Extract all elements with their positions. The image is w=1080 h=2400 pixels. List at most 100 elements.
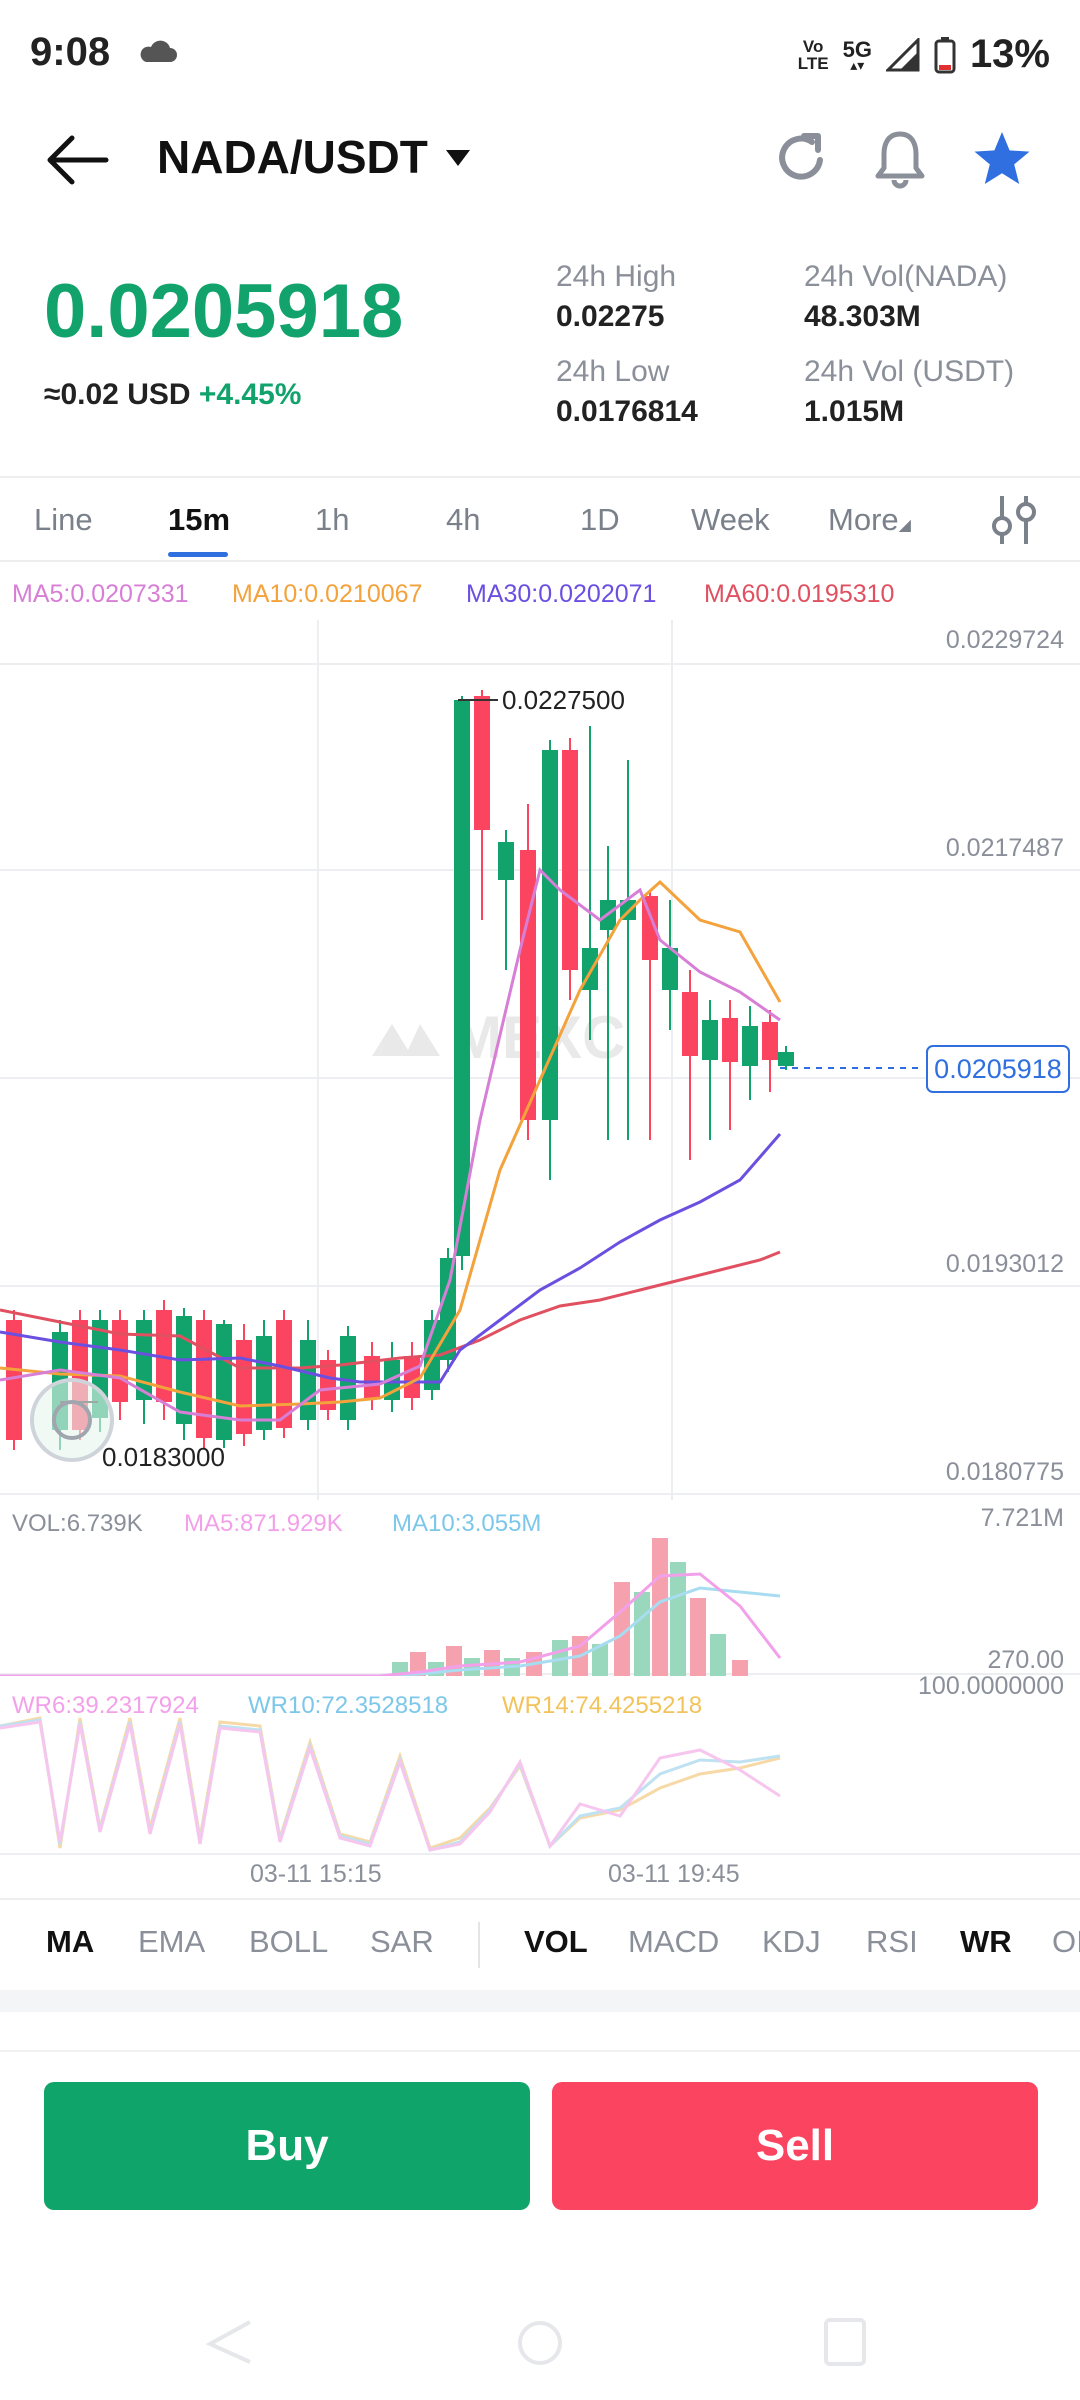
indicator-tabs: MA EMA BOLL SAR VOL MACD KDJ RSI WR OI bbox=[0, 1898, 1080, 1992]
wr14-line bbox=[0, 1716, 781, 1850]
tab-1h[interactable]: 1h bbox=[315, 502, 350, 537]
candle-body bbox=[440, 1258, 456, 1360]
volume-bar bbox=[710, 1634, 726, 1676]
candle-body bbox=[520, 850, 536, 1120]
volume-bar bbox=[652, 1538, 668, 1676]
tab-week[interactable]: Week bbox=[691, 502, 770, 537]
high-marker: 0.0227500 bbox=[458, 685, 625, 715]
candle-body bbox=[364, 1356, 380, 1398]
volume-bar bbox=[670, 1562, 686, 1676]
low-marker: 0.0183000 bbox=[60, 1401, 225, 1472]
wr6-label: WR6:39.2317924 bbox=[12, 1692, 199, 1719]
vol-ma10-label: MA10:3.055M bbox=[392, 1510, 542, 1537]
volume-bar bbox=[732, 1660, 748, 1676]
sell-button[interactable]: Sell bbox=[552, 2082, 1038, 2210]
volume-bar bbox=[464, 1658, 480, 1676]
time-label-1: 03-11 15:15 bbox=[250, 1860, 382, 1888]
candle-body bbox=[320, 1360, 336, 1410]
ind-vol[interactable]: VOL bbox=[524, 1924, 588, 1959]
candle-body bbox=[642, 896, 658, 960]
watermark: MEXC bbox=[372, 1004, 625, 1071]
tab-1d[interactable]: 1D bbox=[580, 502, 620, 537]
ind-sar[interactable]: SAR bbox=[370, 1924, 434, 1959]
candle-body bbox=[474, 696, 490, 830]
star-icon[interactable] bbox=[972, 130, 1032, 188]
svg-text:0.0183000: 0.0183000 bbox=[102, 1442, 225, 1472]
last-price: 0.0205918 bbox=[44, 269, 404, 354]
indicator-divider bbox=[478, 1922, 480, 1968]
ind-ema[interactable]: EMA bbox=[138, 1924, 206, 1959]
tab-line[interactable]: Line bbox=[34, 502, 93, 537]
candle-body bbox=[662, 948, 678, 990]
nav-recents-icon[interactable] bbox=[820, 2316, 870, 2368]
candlestick-chart[interactable]: MEXC 0.0227500 0.0183000 0.0205918 0.022… bbox=[0, 620, 1080, 1500]
tab-more[interactable]: More◢ bbox=[828, 502, 911, 537]
ma30-label: MA30:0.0202071 bbox=[466, 580, 657, 608]
vol-ma5-label: MA5:871.929K bbox=[184, 1510, 343, 1537]
vol-ma5-line bbox=[0, 1572, 782, 1676]
candle-body bbox=[196, 1320, 212, 1438]
ind-kdj[interactable]: KDJ bbox=[762, 1924, 821, 1959]
wr-axis-top: 100.0000000 bbox=[918, 1672, 1064, 1700]
ind-boll[interactable]: BOLL bbox=[249, 1924, 329, 1959]
axis-label-1: 0.0229724 bbox=[946, 626, 1064, 654]
nav-back-icon[interactable] bbox=[200, 2316, 260, 2366]
candle-body bbox=[498, 842, 514, 880]
candle-body bbox=[722, 1018, 738, 1062]
ma60-label: MA60:0.0195310 bbox=[704, 580, 895, 608]
bell-icon[interactable] bbox=[872, 128, 928, 190]
candle-body bbox=[702, 1020, 718, 1060]
ind-wr[interactable]: WR bbox=[960, 1924, 1012, 1959]
chart-settings-icon[interactable] bbox=[988, 494, 1040, 546]
ind-ma[interactable]: MA bbox=[46, 1924, 95, 1959]
svg-text:0.0227500: 0.0227500 bbox=[502, 685, 625, 715]
candle-body bbox=[742, 1026, 758, 1066]
dropdown-icon[interactable] bbox=[444, 148, 472, 168]
volume-panel: VOL:6.739K MA5:871.929K MA10:3.055M 7.72… bbox=[0, 1496, 1080, 1676]
candle-body bbox=[542, 750, 558, 1120]
volte-icon: Vo LTE bbox=[797, 36, 829, 73]
ma10-label: MA10:0.0210067 bbox=[232, 580, 423, 608]
candle-body bbox=[6, 1320, 22, 1440]
ind-rsi[interactable]: RSI bbox=[866, 1924, 918, 1959]
high-label: 24h High bbox=[556, 260, 677, 293]
candle-body bbox=[340, 1336, 356, 1420]
axis-label-4: 0.0180775 bbox=[946, 1458, 1064, 1486]
volume-bar bbox=[410, 1652, 426, 1676]
buy-button[interactable]: Buy bbox=[44, 2082, 530, 2210]
ma60-line bbox=[0, 1250, 781, 1370]
svg-text:MEXC: MEXC bbox=[452, 1004, 625, 1071]
pair-title[interactable]: NADA/USDT bbox=[157, 131, 428, 183]
wr10-line bbox=[0, 1718, 781, 1852]
candle-body bbox=[778, 1052, 794, 1066]
section-divider bbox=[0, 2050, 1080, 2052]
volume-bar bbox=[690, 1598, 706, 1676]
candle-body bbox=[404, 1356, 420, 1398]
ind-macd[interactable]: MACD bbox=[628, 1924, 720, 1959]
candle-body bbox=[216, 1324, 232, 1440]
vol-label: VOL:6.739K bbox=[12, 1510, 143, 1537]
nav-home-icon[interactable] bbox=[510, 2318, 570, 2368]
timeframe-tabs: Line 15m 1h 4h 1D Week More◢ bbox=[0, 476, 1080, 562]
ma5-label: MA5:0.0207331 bbox=[12, 580, 189, 608]
candle-body bbox=[562, 750, 578, 970]
axis-label-3: 0.0193012 bbox=[946, 1250, 1064, 1278]
battery-icon bbox=[934, 36, 956, 73]
wr-panel: WR6:39.2317924 WR10:72.3528518 WR14:74.4… bbox=[0, 1672, 1080, 1856]
candle-body bbox=[236, 1340, 252, 1434]
candle-body bbox=[176, 1316, 192, 1424]
candle-body bbox=[682, 992, 698, 1056]
wr10-label: WR10:72.3528518 bbox=[248, 1692, 449, 1719]
vol-usdt-value: 1.015M bbox=[804, 395, 905, 428]
back-arrow-icon[interactable] bbox=[44, 134, 110, 186]
tab-15m[interactable]: 15m bbox=[168, 502, 231, 537]
ma30-line bbox=[0, 1133, 782, 1384]
ind-oi[interactable]: OI bbox=[1052, 1924, 1080, 1959]
refresh-icon[interactable] bbox=[774, 130, 830, 186]
tab-4h[interactable]: 4h bbox=[446, 502, 481, 537]
candle-body bbox=[256, 1336, 272, 1430]
axis-label-2: 0.0217487 bbox=[946, 834, 1064, 862]
chart-reset-button[interactable] bbox=[30, 1378, 114, 1462]
low-label: 24h Low bbox=[556, 355, 670, 388]
status-time: 9:08 bbox=[30, 30, 111, 74]
